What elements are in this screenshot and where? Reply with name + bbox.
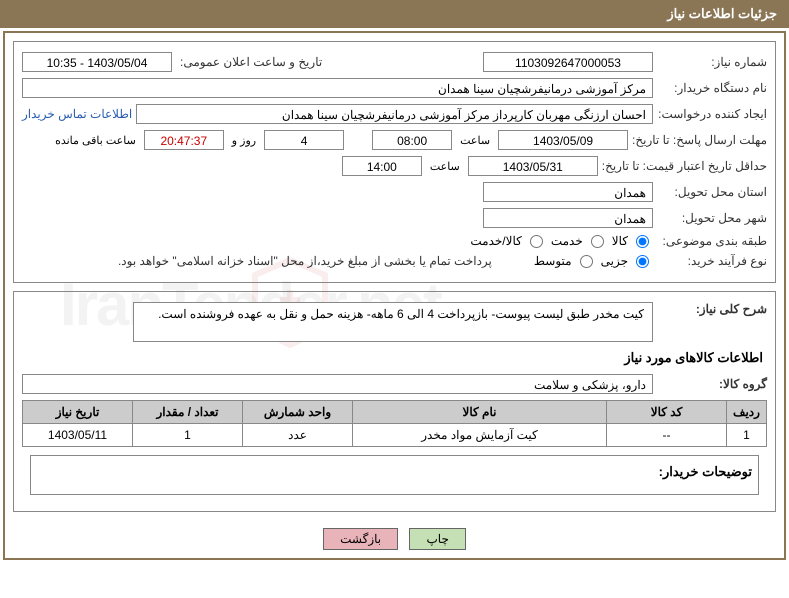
main-container: شماره نیاز: 1103092647000053 تاریخ و ساع… <box>3 31 786 560</box>
payment-note: پرداخت تمام یا بخشی از مبلغ خرید،از محل … <box>118 254 492 268</box>
buyer-notes-box: توضیحات خریدار: <box>30 455 759 495</box>
announce-value: 1403/05/04 - 10:35 <box>22 52 172 72</box>
th-idx: ردیف <box>727 401 767 424</box>
city-label: شهر محل تحویل: <box>657 211 767 225</box>
details-section: شماره نیاز: 1103092647000053 تاریخ و ساع… <box>13 41 776 283</box>
radio-goods[interactable] <box>636 235 649 248</box>
general-desc-label: شرح کلی نیاز: <box>657 302 767 316</box>
goods-table: ردیف کد کالا نام کالا واحد شمارش تعداد /… <box>22 400 767 447</box>
print-button[interactable]: چاپ <box>409 528 465 550</box>
buyer-org-value: مرکز آموزشی درمانیفرشچیان سینا همدان <box>22 78 653 98</box>
announce-label: تاریخ و ساعت اعلان عمومی: <box>176 55 326 69</box>
th-date: تاریخ نیاز <box>23 401 133 424</box>
time-label-2: ساعت <box>426 160 464 173</box>
response-deadline-label: مهلت ارسال پاسخ: تا تاریخ: <box>632 133 767 147</box>
goods-group-value: دارو، پزشکی و سلامت <box>22 374 653 394</box>
th-code: کد کالا <box>607 401 727 424</box>
cat-both-label: کالا/خدمت <box>470 234 521 248</box>
buyer-notes-label: توضیحات خریدار: <box>659 464 752 480</box>
cell-name: کیت آزمایش مواد مخدر <box>353 424 607 447</box>
countdown-value: 20:47:37 <box>144 130 224 150</box>
cell-idx: 1 <box>727 424 767 447</box>
radio-small[interactable] <box>636 255 649 268</box>
cell-qty: 1 <box>133 424 243 447</box>
cat-goods-label: کالا <box>612 234 628 248</box>
need-number-value: 1103092647000053 <box>483 52 653 72</box>
table-row: 1 -- کیت آزمایش مواد مخدر عدد 1 1403/05/… <box>23 424 767 447</box>
proc-small-label: جزیی <box>601 254 628 268</box>
validity-time-value: 14:00 <box>342 156 422 176</box>
response-date-value: 1403/05/09 <box>498 130 628 150</box>
button-row: چاپ بازگشت <box>5 520 784 558</box>
radio-medium[interactable] <box>580 255 593 268</box>
buyer-org-label: نام دستگاه خریدار: <box>657 81 767 95</box>
validity-date-value: 1403/05/31 <box>468 156 598 176</box>
cell-code: -- <box>607 424 727 447</box>
requester-value: احسان ارزنگی مهربان کارپرداز مرکز آموزشی… <box>136 104 653 124</box>
description-section: شرح کلی نیاز: کیت مخدر طبق لیست پیوست- ب… <box>13 291 776 512</box>
proc-medium-label: متوسط <box>534 254 572 268</box>
page-header: جزئیات اطلاعات نیاز <box>0 0 789 28</box>
need-number-label: شماره نیاز: <box>657 55 767 69</box>
province-value: همدان <box>483 182 653 202</box>
goods-info-title: اطلاعات کالاهای مورد نیاز <box>26 350 763 366</box>
cat-service-label: خدمت <box>551 234 583 248</box>
cell-unit: عدد <box>243 424 353 447</box>
days-value: 4 <box>264 130 344 150</box>
radio-service[interactable] <box>591 235 604 248</box>
response-time-value: 08:00 <box>372 130 452 150</box>
requester-label: ایجاد کننده درخواست: <box>657 107 767 121</box>
th-name: نام کالا <box>353 401 607 424</box>
goods-group-label: گروه کالا: <box>657 377 767 391</box>
cell-date: 1403/05/11 <box>23 424 133 447</box>
remaining-label: ساعت باقی مانده <box>51 134 140 147</box>
category-label: طبقه بندی موضوعی: <box>657 234 767 248</box>
th-unit: واحد شمارش <box>243 401 353 424</box>
back-button[interactable]: بازگشت <box>323 528 398 550</box>
contact-link[interactable]: اطلاعات تماس خریدار <box>22 107 132 121</box>
days-and-label: روز و <box>228 134 260 147</box>
validity-label: حداقل تاریخ اعتبار قیمت: تا تاریخ: <box>602 159 767 173</box>
th-qty: تعداد / مقدار <box>133 401 243 424</box>
province-label: استان محل تحویل: <box>657 185 767 199</box>
process-label: نوع فرآیند خرید: <box>657 254 767 268</box>
time-label-1: ساعت <box>456 134 494 147</box>
city-value: همدان <box>483 208 653 228</box>
general-desc-value: کیت مخدر طبق لیست پیوست- بازپرداخت 4 الی… <box>133 302 653 342</box>
radio-both[interactable] <box>530 235 543 248</box>
